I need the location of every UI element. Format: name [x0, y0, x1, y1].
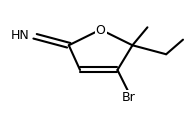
Text: Br: Br	[122, 91, 136, 104]
Text: HN: HN	[11, 28, 29, 41]
Text: O: O	[96, 24, 106, 37]
